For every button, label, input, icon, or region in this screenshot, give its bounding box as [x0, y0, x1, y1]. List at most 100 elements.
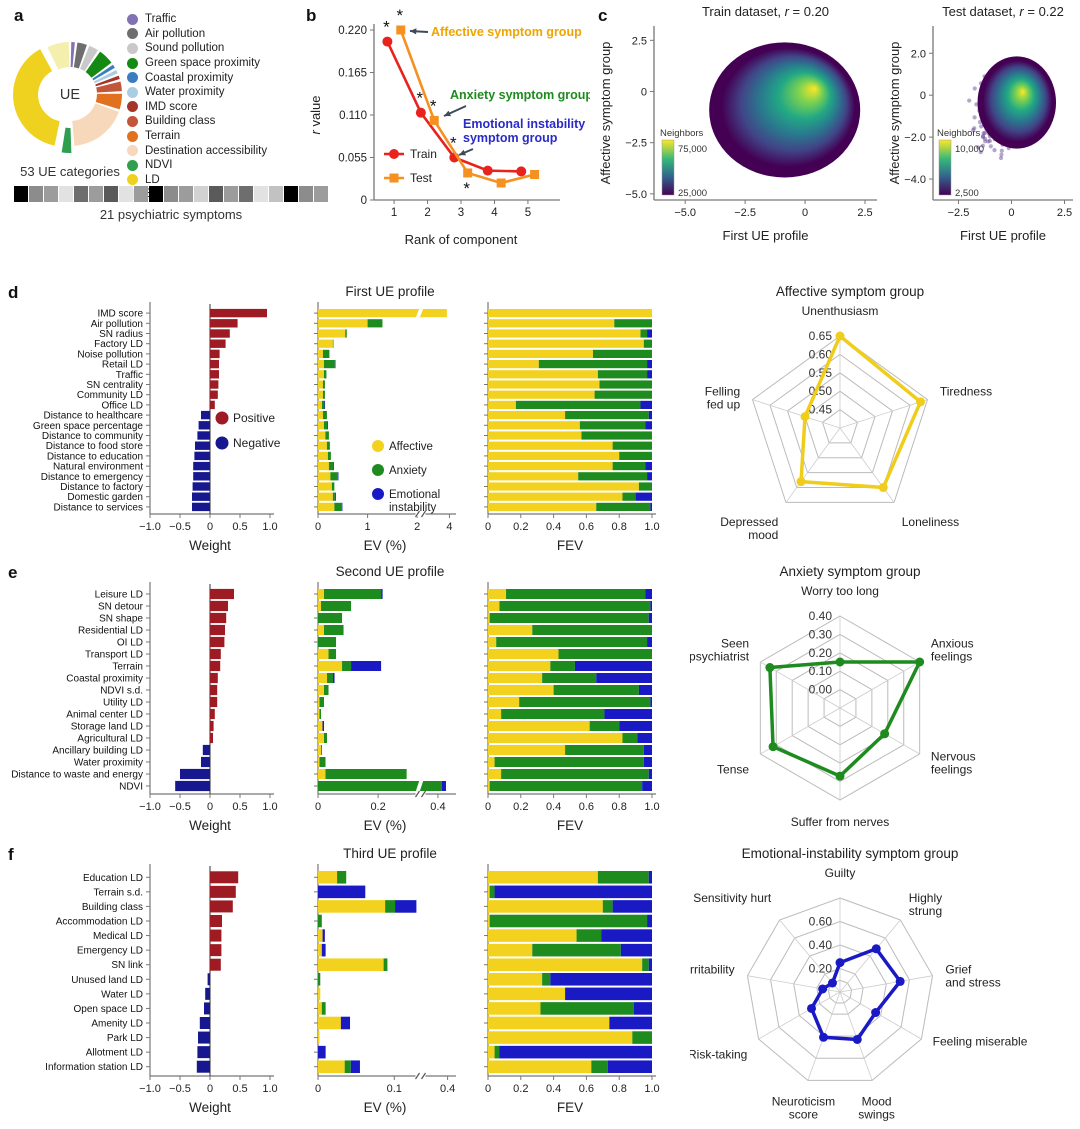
weight-bar — [199, 1017, 210, 1029]
tick-label: 0.5 — [232, 521, 247, 533]
x-axis-label: First UE profile — [723, 228, 809, 243]
donut-slice — [93, 70, 118, 84]
stack-segment — [488, 309, 652, 318]
radar-ring-label: 0.60 — [809, 347, 833, 361]
symptom-cell — [209, 186, 223, 202]
stack-segment — [542, 673, 597, 683]
stack-segment — [488, 589, 507, 599]
tick-label: 0.4 — [440, 1083, 455, 1095]
stack-segment — [488, 721, 590, 731]
chart-element: Neuroticism — [772, 1095, 835, 1109]
tick-label: 5 — [525, 207, 531, 219]
stack-segment — [499, 601, 651, 611]
panel-e-label: e — [8, 563, 18, 582]
tick-label: 0.8 — [612, 1083, 627, 1095]
scatter-title: Train dataset, r = 0.20 — [702, 4, 829, 19]
chart-element: Irritability — [690, 962, 735, 976]
symptom-cell — [284, 186, 298, 202]
donut-slice — [61, 127, 72, 153]
weight-bar — [210, 915, 222, 927]
weight-bar — [201, 756, 210, 768]
stack-segment — [589, 721, 620, 731]
stack-segment — [612, 441, 652, 450]
stack-segment — [318, 1031, 320, 1044]
tick-label: 0.4 — [546, 1083, 561, 1095]
donut-slice — [13, 49, 60, 146]
stack-segment — [318, 400, 322, 409]
stack-segment — [494, 1045, 500, 1059]
radar-data-point — [915, 657, 925, 667]
radar-axis-label: Seen psychiatrist — [690, 637, 750, 664]
weight-bar — [202, 744, 210, 756]
weight-bar — [210, 612, 227, 624]
stack-segment — [488, 1031, 633, 1044]
radar-data-point — [895, 976, 905, 986]
legend-label: Emotional — [389, 489, 440, 501]
stack-segment — [318, 482, 332, 491]
tick-label: 0.2 — [513, 801, 528, 813]
stack-segment — [344, 1060, 351, 1073]
stack-segment — [321, 943, 326, 957]
radar-ring — [770, 920, 910, 1059]
axis-break-gap — [415, 791, 426, 797]
stack-segment — [599, 380, 652, 389]
weight-bar — [210, 929, 222, 942]
tick-label: 0 — [485, 1083, 491, 1095]
scatter-dot — [972, 115, 977, 120]
radar-ring-label: 0.10 — [809, 664, 833, 678]
tick-label: 4 — [491, 207, 498, 219]
stack-segment — [318, 1002, 322, 1015]
affective-radar-chart: 0.450.500.550.600.65UnenthusiasmTirednes… — [705, 304, 992, 542]
significance-asterisk: * — [417, 89, 424, 108]
stack-segment — [489, 914, 648, 928]
radar-axis-label: Unenthusiasm — [802, 304, 879, 318]
stack-segment — [647, 914, 652, 928]
radar-data-point — [800, 412, 810, 422]
stack-segment — [488, 1016, 610, 1030]
tick-label: 0 — [641, 87, 647, 99]
scatter-dot — [981, 130, 986, 136]
donut-slice — [70, 42, 75, 68]
colorbar-min: 25,000 — [678, 188, 707, 199]
scatter-dot — [980, 133, 986, 139]
radar-axis-label: Felling fed up — [705, 385, 741, 412]
symptom-cell — [179, 186, 193, 202]
tick-label: −0.5 — [169, 521, 191, 533]
donut-slice — [96, 81, 122, 93]
stack-segment — [643, 757, 652, 767]
row-label: Distance to waste and energy — [11, 770, 143, 781]
panel-f-label: f — [8, 845, 14, 864]
bar-break — [415, 780, 424, 792]
radar-ring — [786, 372, 894, 474]
chart-element: mood — [748, 528, 778, 542]
stack-segment — [622, 733, 638, 743]
stack-segment — [318, 339, 333, 348]
radar-axis-label: Mood swings — [858, 1095, 895, 1122]
legend-item-label: IMD score — [145, 100, 198, 113]
scatter-dot — [972, 86, 977, 91]
data-point — [482, 165, 493, 176]
stack-segment — [318, 319, 368, 328]
stack-segment — [596, 502, 651, 511]
panel-f-title: Third UE profile — [343, 846, 437, 861]
stack-segment — [327, 451, 331, 460]
stack-segment — [318, 673, 328, 683]
radar-data-line — [799, 334, 923, 490]
tick-label: 0.110 — [339, 110, 367, 122]
row-label: Water proximity — [74, 758, 143, 769]
stack-segment — [650, 697, 652, 707]
stack-segment — [328, 649, 337, 659]
stack-segment — [648, 613, 652, 623]
weight-bar — [210, 885, 236, 898]
y-axis-label: Affective symptom group — [887, 42, 902, 185]
stack-segment — [645, 589, 652, 599]
chart-element: Risk-taking — [690, 1048, 747, 1062]
stack-segment — [488, 637, 497, 647]
colorbar — [938, 139, 952, 196]
axis-break-gap — [415, 1073, 426, 1079]
stack-segment — [488, 400, 516, 409]
panel-e-title: Second UE profile — [335, 564, 445, 579]
tick-label: 0 — [920, 90, 926, 102]
row-label: SN detour — [98, 602, 144, 613]
